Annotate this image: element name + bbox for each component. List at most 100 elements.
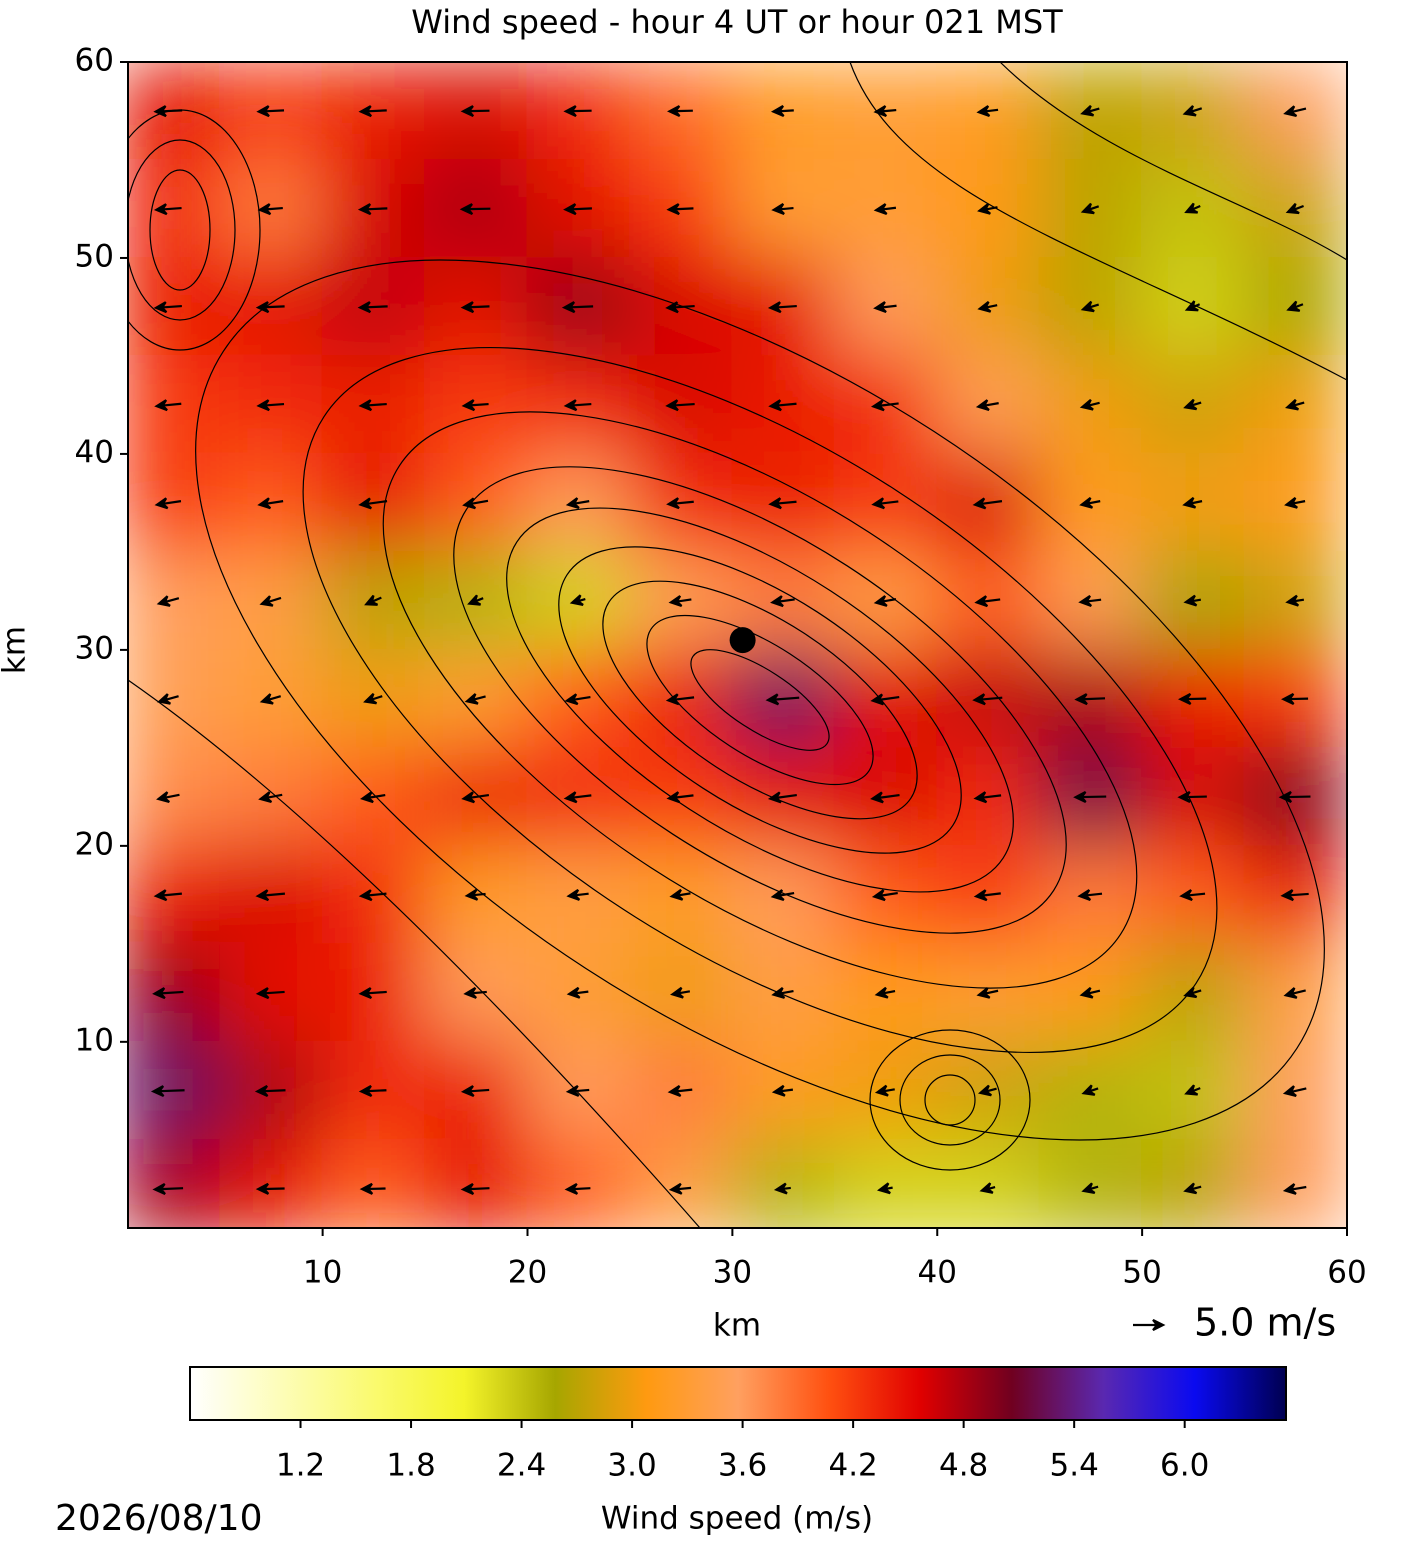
wind-arrow: [153, 203, 182, 216]
colorbar-tick-label: 2.4: [497, 1448, 546, 1484]
wind-arrow: [1081, 1084, 1099, 1096]
wind-arrow: [459, 203, 491, 216]
wind-arrow: [767, 791, 797, 804]
y-axis-label: km: [0, 626, 33, 674]
wind-arrow: [1074, 693, 1106, 706]
wind-arrow: [977, 1084, 997, 1097]
wind-arrow: [561, 301, 594, 314]
speed-cell: [321, 1138, 427, 1228]
wind-arrow: [255, 301, 285, 314]
wind-arrow: [1080, 300, 1100, 313]
wind-arrow: [563, 791, 592, 804]
wind-arrow: [259, 693, 282, 705]
wind-arrow: [1080, 202, 1100, 215]
wind-arrow: [1184, 1084, 1201, 1096]
quiver-key-label: 5.0 m/s: [1194, 1301, 1336, 1345]
wind-arrow: [877, 1182, 893, 1195]
wind-arrow: [364, 594, 382, 606]
wind-arrow: [257, 203, 283, 216]
speed-cell: [628, 1138, 734, 1228]
colorbar-tick-label: 5.4: [1050, 1448, 1099, 1484]
colorbar: [189, 1366, 1287, 1421]
wind-arrow: [1079, 398, 1100, 411]
wind-arrow: [566, 986, 589, 999]
wind-arrow: [153, 889, 182, 902]
wind-arrow: [1280, 889, 1309, 902]
wind-arrow: [565, 1084, 590, 1097]
wind-arrow: [564, 693, 591, 706]
wind-arrow: [771, 1084, 794, 1097]
wind-arrow: [667, 105, 693, 118]
wind-arrow: [1177, 692, 1207, 705]
wind-arrow: [357, 301, 388, 314]
wind-arrow: [1177, 790, 1207, 803]
colorbar-tick-label: 4.8: [939, 1448, 988, 1484]
wind-arrow: [358, 889, 387, 902]
wind-arrow: [871, 889, 898, 902]
x-tick-label: 50: [1122, 1255, 1161, 1291]
wind-arrow: [976, 987, 999, 999]
wind-arrow: [464, 693, 486, 705]
wind-arrow: [358, 105, 387, 118]
wind-arrow: [569, 594, 586, 606]
wind-arrow: [666, 791, 694, 804]
wind-arrow: [874, 986, 896, 999]
wind-arrow: [1283, 987, 1306, 999]
wind-arrow: [973, 791, 1002, 804]
wind-arrow: [1285, 202, 1304, 215]
wind-arrow: [670, 986, 691, 999]
y-tick-label: 10: [75, 1022, 114, 1058]
wind-arrow: [563, 399, 592, 412]
wind-arrow: [1079, 497, 1101, 509]
speed-cell: [424, 1138, 529, 1228]
wind-arrow: [460, 1182, 490, 1195]
speed-cell: [833, 1138, 939, 1228]
wind-arrow: [666, 497, 694, 510]
wind-arrow: [154, 399, 182, 412]
colorbar-tick-label: 1.8: [386, 1448, 435, 1484]
colorbar-tick-label: 3.0: [607, 1448, 656, 1484]
wind-arrow: [255, 987, 285, 1000]
wind-arrow: [770, 105, 794, 118]
wind-arrow: [765, 693, 800, 706]
wind-arrow: [258, 791, 283, 804]
colorbar-label: Wind speed (m/s): [601, 1501, 873, 1537]
wind-arrow: [977, 300, 998, 313]
wind-arrow: [1078, 595, 1102, 607]
wind-arrow: [873, 203, 897, 215]
wind-arrow: [974, 595, 1001, 608]
wind-arrow: [1080, 105, 1100, 117]
wind-arrow: [871, 497, 899, 510]
wind-arrow: [152, 987, 184, 1000]
wind-arrow: [1182, 105, 1203, 117]
terrain-contours: [128, 62, 1347, 1228]
wind-arrow: [156, 791, 180, 803]
speed-cell: [219, 1138, 324, 1228]
wind-arrow: [873, 301, 897, 314]
wind-arrow: [1081, 1182, 1099, 1194]
wind-arrow: [870, 791, 900, 804]
wind-arrow: [257, 497, 284, 510]
speed-cell: [731, 1138, 836, 1228]
wind-arrow: [770, 889, 795, 901]
plot-frame: [127, 61, 1348, 1229]
wind-arrow: [259, 595, 282, 607]
y-tick-label: 50: [75, 238, 114, 274]
wind-arrow: [874, 1084, 895, 1097]
wind-arrow: [156, 595, 180, 607]
wind-arrow: [565, 497, 590, 510]
wind-arrow: [255, 1182, 285, 1195]
wind-arrow: [669, 888, 691, 901]
wind-arrow: [973, 889, 1001, 902]
wind-arrow: [668, 1182, 692, 1195]
speed-cell: [128, 746, 222, 847]
colorbar-tick-label: 3.6: [718, 1448, 767, 1484]
wind-arrow: [256, 105, 285, 118]
wind-arrow: [255, 889, 286, 902]
speed-cell: [1243, 1138, 1347, 1228]
wind-arrow: [464, 888, 486, 901]
wind-arrow: [153, 105, 183, 118]
wind-arrow: [1183, 986, 1202, 999]
wind-arrow: [462, 497, 489, 510]
